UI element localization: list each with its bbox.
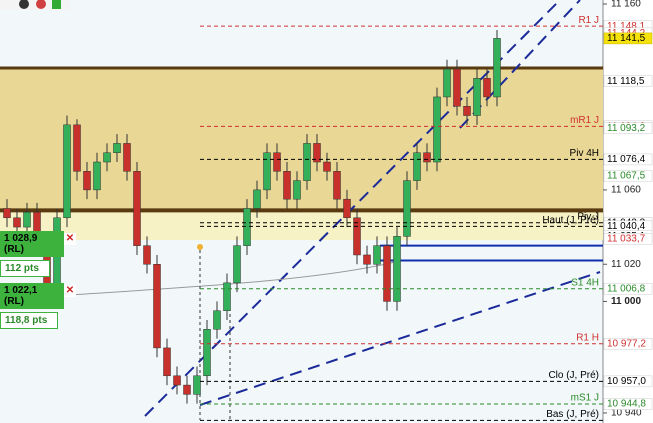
price-box bbox=[603, 75, 653, 87]
price-label: 11 148,1 bbox=[607, 21, 646, 32]
candle-body bbox=[393, 236, 401, 302]
y-tick-label: 11 060 bbox=[611, 185, 641, 196]
candle-body bbox=[93, 161, 101, 191]
price-label: 11 141,5 bbox=[607, 33, 646, 44]
order-pts: 118,8 pts bbox=[0, 312, 58, 329]
level-name: Clo (J, Pré) bbox=[548, 370, 599, 381]
y-tick-label: 11 160 bbox=[611, 0, 641, 10]
price-box bbox=[603, 283, 653, 295]
price-label: 11 006,8 bbox=[607, 283, 646, 294]
candle-body bbox=[203, 329, 211, 377]
level-name: mS1 J bbox=[571, 393, 599, 404]
price-label: 11 076,4 bbox=[607, 154, 646, 165]
candle-body bbox=[73, 124, 81, 172]
candle-body bbox=[303, 143, 311, 181]
axis-bg bbox=[603, 0, 653, 423]
price-label: 10 944,8 bbox=[607, 399, 646, 410]
price-label: 11 033,7 bbox=[607, 233, 646, 244]
order-price: 1 022,1 (RL) bbox=[0, 283, 64, 309]
y-tick-label: 10 940 bbox=[611, 408, 642, 419]
candle-body bbox=[473, 78, 481, 116]
candle-body bbox=[323, 161, 331, 172]
zone bbox=[0, 210, 603, 241]
y-tick-label: 11 000 bbox=[611, 296, 641, 307]
y-tick-label: 11 020 bbox=[611, 259, 641, 270]
candle-body bbox=[493, 38, 501, 98]
toolbar[interactable] bbox=[0, 0, 70, 10]
price-box bbox=[603, 233, 653, 245]
candle-body bbox=[123, 143, 131, 172]
price-label: 10 957,0 bbox=[607, 376, 646, 387]
candle-body bbox=[463, 105, 471, 116]
level-name: Bas (J, Pré) bbox=[546, 409, 599, 420]
level-name: S1 4H bbox=[571, 277, 599, 288]
price-box bbox=[603, 32, 653, 45]
order-2[interactable]: 1 022,1 (RL) 118,8 pts ✕ bbox=[0, 283, 80, 333]
marker bbox=[197, 244, 203, 250]
candle-body bbox=[433, 96, 441, 163]
candle-body bbox=[403, 180, 411, 237]
candle-body bbox=[373, 245, 381, 265]
level-name: Haut (J, Pré) bbox=[542, 215, 599, 226]
price-label: 11 067,5 bbox=[607, 171, 646, 182]
candle-body bbox=[483, 78, 491, 98]
price-box bbox=[603, 398, 653, 410]
candle-body bbox=[293, 180, 301, 200]
candle-body bbox=[133, 171, 141, 246]
candle-body bbox=[183, 384, 191, 395]
close-order[interactable]: ✕ bbox=[64, 285, 76, 297]
candle-body bbox=[223, 282, 231, 311]
level-name: R1 H bbox=[576, 332, 599, 343]
price-box bbox=[603, 170, 653, 182]
candle-body bbox=[243, 208, 251, 246]
candle-body bbox=[343, 198, 351, 219]
candle-body bbox=[413, 152, 421, 181]
price-box bbox=[603, 153, 653, 166]
candle-body bbox=[443, 68, 451, 98]
candle-body bbox=[453, 68, 461, 107]
price-label: 11 093,2 bbox=[607, 123, 646, 134]
candle-body bbox=[113, 143, 121, 153]
candle-body bbox=[193, 375, 201, 395]
price-label: 11 118,5 bbox=[607, 76, 645, 87]
level-name: R1 J bbox=[578, 15, 599, 26]
candle-body bbox=[143, 245, 151, 265]
candle-body bbox=[283, 171, 291, 200]
candle-body bbox=[383, 245, 391, 302]
price-label: 11 040,4 bbox=[607, 221, 646, 232]
candle-body bbox=[163, 347, 171, 377]
candle-body bbox=[103, 152, 111, 163]
level-name: Piv 4H bbox=[570, 148, 599, 159]
price-box bbox=[603, 375, 653, 388]
candle-body bbox=[423, 152, 431, 163]
price-label: 10 977,2 bbox=[607, 338, 646, 349]
candle-body bbox=[273, 152, 281, 172]
price-box bbox=[603, 338, 653, 350]
candle-body bbox=[213, 310, 221, 330]
level-name: Piv J bbox=[577, 211, 599, 222]
candle-body bbox=[153, 263, 161, 349]
order-pts: 112 pts bbox=[0, 260, 50, 277]
candle-body bbox=[3, 208, 11, 219]
close-order[interactable]: ✕ bbox=[64, 233, 76, 245]
candle-body bbox=[23, 211, 31, 228]
candle-body bbox=[333, 171, 341, 200]
candle-body bbox=[263, 152, 271, 191]
level-name: mR1 J bbox=[570, 115, 599, 126]
order-1[interactable]: 1 028,9 (RL) 112 pts ✕ bbox=[0, 231, 80, 281]
candle-body bbox=[83, 171, 91, 191]
candle-body bbox=[253, 189, 261, 209]
candle-body bbox=[233, 245, 241, 284]
candle-body bbox=[13, 217, 21, 228]
candle-body bbox=[353, 217, 361, 256]
candle-body bbox=[313, 143, 321, 163]
price-box bbox=[603, 122, 653, 134]
candle-body bbox=[363, 254, 371, 265]
candle-body bbox=[63, 124, 71, 219]
order-price: 1 028,9 (RL) bbox=[0, 231, 64, 257]
candle-body bbox=[173, 375, 181, 386]
